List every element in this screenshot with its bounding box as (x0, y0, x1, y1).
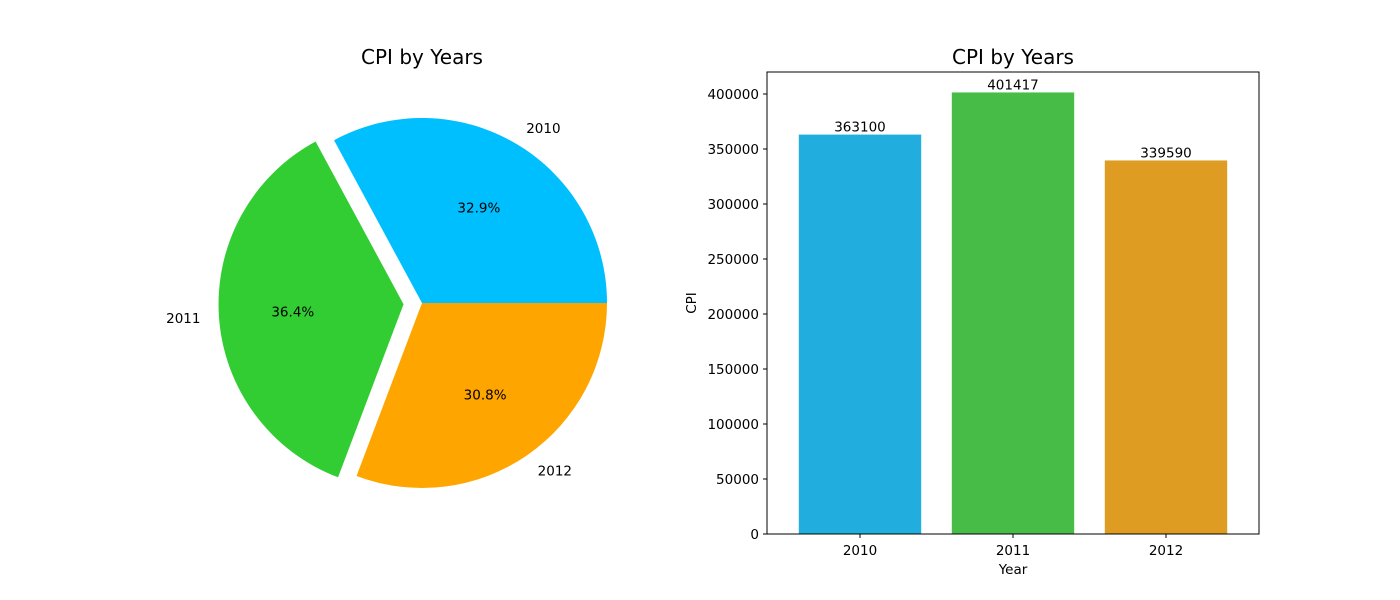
bar-chart-title: CPI by Years (952, 45, 1074, 69)
y-tick-label-350000: 350000 (707, 142, 759, 158)
y-tick-label-300000: 300000 (707, 197, 759, 213)
bar-2011 (951, 92, 1075, 535)
bar-value-label-2010: 363100 (834, 120, 886, 136)
y-tick-label-0: 0 (750, 527, 759, 543)
pie-percent-label-2011: 36.4% (271, 305, 314, 321)
y-tick-label-400000: 400000 (707, 87, 759, 103)
pie-category-label-2010: 2010 (526, 121, 560, 137)
x-axis-label: Year (998, 562, 1028, 578)
x-tick-label-2012: 2012 (1149, 543, 1183, 559)
x-tick-label-2010: 2010 (843, 543, 877, 559)
y-tick-label-150000: 150000 (707, 362, 759, 378)
bar-value-label-2012: 339590 (1140, 145, 1192, 161)
y-tick-label-250000: 250000 (707, 252, 759, 268)
x-axis: 2010 2011 2012 (843, 534, 1183, 559)
pie-percent-label-2010: 32.9% (457, 201, 500, 217)
pie-slice-2010 (334, 117, 607, 303)
pie-percent-label-2012: 30.8% (464, 387, 507, 403)
bar-2010 (798, 134, 922, 534)
pie-chart: CPI by Years 32.9% 2010 36.4% 2011 30.8% 2012 (166, 45, 607, 489)
x-tick-label-2011: 2011 (996, 543, 1030, 559)
y-tick-label-100000: 100000 (707, 417, 759, 433)
bar-2012 (1104, 160, 1228, 535)
y-axis: 0 50000 100000 150000 200000 250000 300000 3500… (707, 87, 767, 543)
pie-category-label-2012: 2012 (538, 463, 572, 479)
pie-slice-2011 (218, 141, 404, 478)
bar-marks: 363100 401417 339590 (798, 77, 1228, 535)
pie-slices: 32.9% 2010 36.4% 2011 30.8% 2012 (166, 117, 607, 489)
y-axis-label: CPI (684, 292, 700, 314)
pie-slice-2012 (356, 303, 607, 489)
y-tick-label-50000: 50000 (716, 472, 759, 488)
pie-chart-title: CPI by Years (361, 45, 483, 69)
y-tick-label-200000: 200000 (707, 307, 759, 323)
pie-category-label-2011: 2011 (166, 311, 200, 327)
bar-value-label-2011: 401417 (987, 77, 1039, 93)
bar-chart: CPI by Years 363100 401417 339590 0 50000 10… (684, 45, 1260, 578)
